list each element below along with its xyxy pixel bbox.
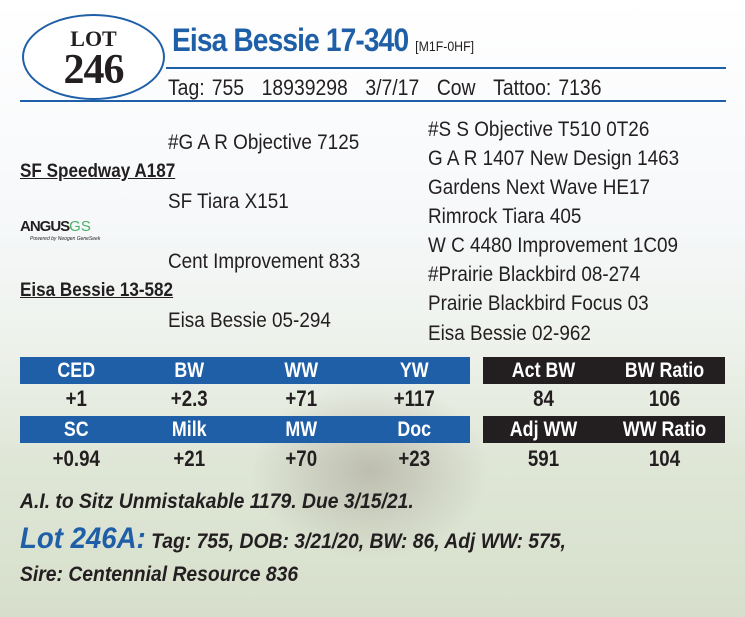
epd-value: +0.94 (52, 446, 100, 471)
performance-header: BW Ratio (624, 358, 705, 382)
calf-lot-line: Lot 246A: Tag: 755, DOB: 3/21/20, BW: 86… (20, 522, 566, 556)
epd-value: +71 (285, 386, 318, 411)
epd-header: MW (285, 417, 318, 441)
calf-lot-label: Lot 246A: (20, 522, 146, 555)
sex: Cow (436, 75, 476, 100)
epd-value: +70 (285, 446, 318, 471)
epd-header: Milk (171, 417, 207, 441)
epd-header: BW (173, 358, 204, 382)
epd-header: WW (284, 358, 319, 382)
performance-header-row-2: Adj WW WW Ratio (483, 416, 725, 443)
tattoo: Tattoo: 7136 (493, 75, 602, 100)
pedigree-sire-sire: #G A R Objective 7125 (168, 131, 360, 154)
background-cow-photo (250, 380, 490, 560)
epd-header: CED (57, 358, 96, 382)
performance-header: Adj WW (509, 417, 578, 441)
pedigree-sire: SF Speedway A187 (20, 161, 176, 182)
pedigree-dam: Eisa Bessie 13-582 (20, 280, 174, 301)
reg-number: 18939298 (261, 75, 348, 100)
animal-name: Eisa Bessie 17-340 [M1F-0HF] (172, 22, 474, 59)
calf-details: Tag: 755, DOB: 3/21/20, BW: 86, Adj WW: … (151, 530, 566, 553)
lot-label: LOT (70, 26, 117, 51)
performance-values-row-2: 591 104 (483, 444, 725, 474)
birth-date: 3/7/17 (365, 75, 420, 100)
performance-value: 104 (648, 446, 681, 471)
epd-value: +117 (393, 386, 435, 411)
performance-header: WW Ratio (622, 417, 707, 441)
pedigree-dam-sire: Cent Improvement 833 (168, 250, 361, 273)
pedigree-sire-dam: SF Tiara X151 (168, 190, 289, 213)
pedigree-right-2: G A R 1407 New Design 1463 (428, 147, 680, 170)
epd-values-row-2: +0.94 +21 +70 +23 (20, 444, 470, 474)
logo-brand: ANGUS (20, 218, 70, 235)
epd-header: SC (63, 417, 89, 441)
pedigree-right-5: W C 4480 Improvement 1C09 (428, 234, 679, 257)
tag: Tag: 755 (168, 75, 245, 100)
performance-value: 106 (648, 386, 681, 411)
performance-header-row-1: Act BW BW Ratio (483, 357, 725, 384)
pedigree-dam-dam: Eisa Bessie 05-294 (168, 309, 331, 332)
calf-sire: Sire: Centennial Resource 836 (20, 563, 299, 586)
epd-value: +1 (65, 386, 87, 411)
title-divider (166, 67, 726, 69)
pedigree-right-4: Rimrock Tiara 405 (428, 205, 582, 228)
epd-value: +23 (397, 446, 430, 471)
logo-suffix: GS (69, 218, 91, 235)
lot-number: 246 (63, 47, 125, 93)
angus-gs-logo: ANGUSGS Powered by Neogen GeneSeek (20, 218, 100, 242)
epd-header-row-2: SC Milk MW Doc (20, 416, 470, 443)
registration-code: [M1F-0HF] (415, 38, 475, 54)
pedigree-right-8: Eisa Bessie 02-962 (428, 322, 591, 345)
performance-header: Act BW (511, 358, 576, 382)
epd-value: +21 (172, 446, 205, 471)
ai-note: A.I. to Sitz Unmistakable 1179. Due 3/15… (20, 490, 414, 513)
animal-info-row: Tag: 755 18939298 3/7/17 Cow Tattoo: 7136 (168, 75, 619, 101)
performance-value: 591 (527, 446, 560, 471)
lot-badge: LOT 246 (22, 14, 165, 100)
pedigree-right-1: #S S Objective T510 0T26 (428, 118, 650, 141)
header-divider (20, 100, 726, 102)
performance-value: 84 (533, 386, 554, 411)
pedigree-right-3: Gardens Next Wave HE17 (428, 176, 651, 199)
epd-value: +2.3 (170, 386, 208, 411)
epd-values-row-1: +1 +2.3 +71 +117 (20, 384, 470, 414)
animal-name-text: Eisa Bessie 17-340 (172, 22, 409, 58)
pedigree-right-7: Prairie Blackbird Focus 03 (428, 292, 649, 315)
performance-values-row-1: 84 106 (483, 384, 725, 414)
epd-header: Doc (396, 417, 431, 441)
epd-header: YW (399, 358, 429, 382)
pedigree-right-6: #Prairie Blackbird 08-274 (428, 263, 641, 286)
logo-tagline: Powered by Neogen GeneSeek (30, 236, 101, 242)
epd-header-row-1: CED BW WW YW (20, 357, 470, 384)
